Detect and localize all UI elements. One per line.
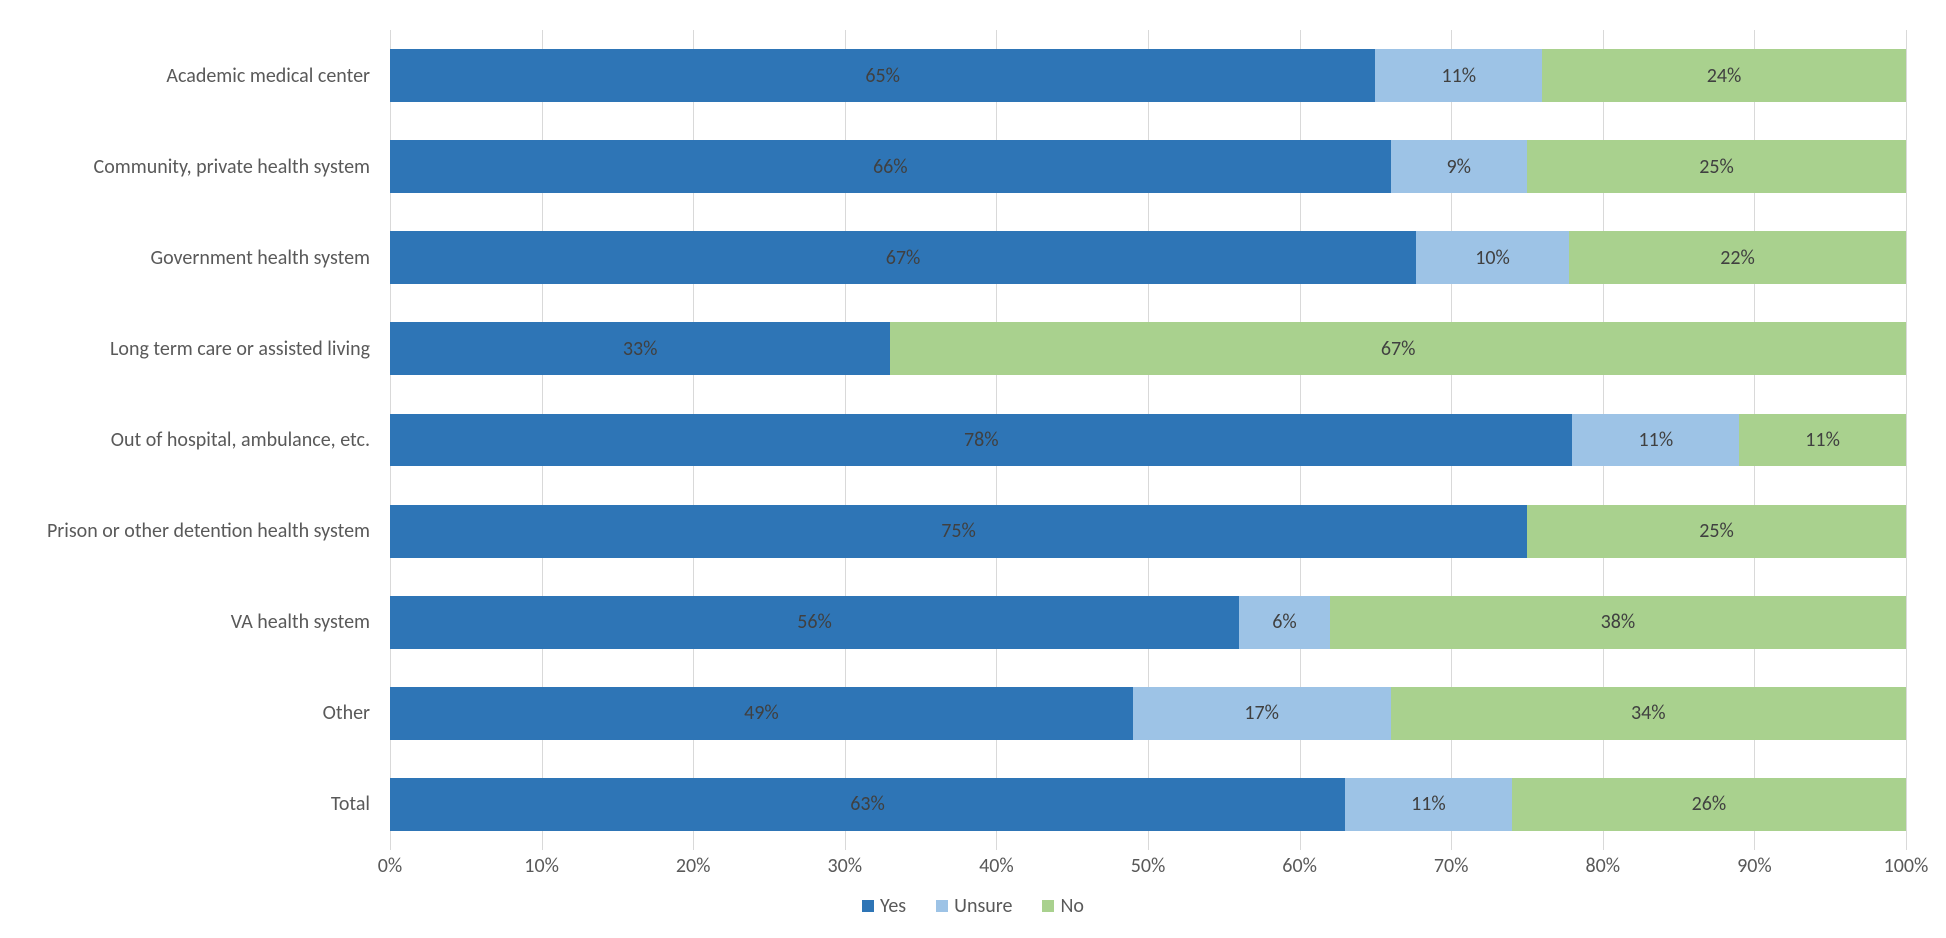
category-label: Total (20, 759, 380, 850)
bar-segment: 10% (1416, 231, 1569, 284)
x-tick-label: 90% (1737, 854, 1772, 878)
legend-item: Unsure (936, 894, 1012, 918)
bar-segment: 38% (1330, 596, 1906, 649)
bar-segment-label: 25% (1699, 155, 1734, 179)
category-label: Out of hospital, ambulance, etc. (20, 394, 380, 485)
bar-segment: 65% (390, 49, 1375, 102)
bar-row: 66% 9% 25% (390, 140, 1906, 193)
bar-segment: 75% (390, 505, 1527, 558)
legend-swatch (862, 900, 874, 912)
chart-container: 65%11%24%66%9%25%67%10%22%33%0%67%78%11%… (20, 20, 1926, 918)
x-tick-label: 70% (1434, 854, 1469, 878)
bar-segment: 78% (390, 414, 1572, 467)
bar-segment-label: 63% (850, 792, 885, 816)
x-tick-label: 100% (1884, 854, 1929, 878)
bar-segment-label: 38% (1601, 610, 1636, 634)
category-labels: Academic medical centerCommunity, privat… (20, 30, 380, 850)
bar-segment-label: 11% (1441, 64, 1476, 88)
bar-segment-label: 33% (623, 337, 658, 361)
bar-segment-label: 9% (1447, 155, 1471, 179)
category-label: Community, private health system (20, 121, 380, 212)
bar-segment: 33% (390, 322, 890, 375)
bar-segment: 34% (1391, 687, 1906, 740)
bar-segment-label: 49% (744, 701, 779, 725)
x-tick-label: 30% (828, 854, 863, 878)
legend-label: Unsure (954, 894, 1012, 918)
bar-segment-label: 25% (1699, 519, 1734, 543)
bar-segment-label: 24% (1707, 64, 1742, 88)
bar-segment: 9% (1391, 140, 1527, 193)
bar-segment-label: 67% (886, 246, 921, 270)
bar-segment-label: 11% (1411, 792, 1446, 816)
bar-segment-label: 66% (873, 155, 908, 179)
x-tick-label: 10% (524, 854, 559, 878)
bar-segment: 67% (390, 231, 1416, 284)
bar-row: 78% 11% 11% (390, 414, 1906, 467)
bar-row: 75%0%25% (390, 505, 1906, 558)
bar-row: 63% 11% 26% (390, 778, 1906, 831)
category-label: Prison or other detention health system (20, 486, 380, 577)
legend-label: No (1060, 894, 1083, 918)
category-label: Long term care or assisted living (20, 303, 380, 394)
bar-row: 33%0%67% (390, 322, 1906, 375)
x-tick-label: 0% (378, 854, 402, 878)
x-tick-label: 80% (1586, 854, 1621, 878)
bar-segment: 25% (1527, 505, 1906, 558)
legend-item: No (1042, 894, 1083, 918)
bar-segment: 56% (390, 596, 1239, 649)
bar-segment-label: 17% (1244, 701, 1279, 725)
bar-segment-label: 10% (1475, 246, 1510, 270)
x-axis-ticks: 0%10%20%30%40%50%60%70%80%90%100% (390, 854, 1906, 884)
bar-segment: 11% (1739, 414, 1906, 467)
bar-segment: 25% (1527, 140, 1906, 193)
category-label: VA health system (20, 577, 380, 668)
bar-segment-label: 67% (1381, 337, 1416, 361)
bar-row: 67% 10% 22% (390, 231, 1906, 284)
bar-row: 49% 17% 34% (390, 687, 1906, 740)
x-tick-label: 20% (676, 854, 711, 878)
bar-row: 65% 11% 24% (390, 49, 1906, 102)
x-tick-label: 50% (1131, 854, 1166, 878)
bar-segment: 22% (1569, 231, 1906, 284)
plot-area: 65% 11% 24% 66% 9% 25% 67% 10% 22% 33%0%67% 78% 11%… (390, 30, 1906, 850)
bar-segment-label: 11% (1639, 428, 1674, 452)
bar-segment-label: 78% (964, 428, 999, 452)
bar-segment: 67% (890, 322, 1906, 375)
gridline (1906, 30, 1907, 850)
x-tick-label: 60% (1282, 854, 1317, 878)
bar-segment-label: 56% (797, 610, 832, 634)
bar-segment-label: 22% (1720, 246, 1755, 270)
category-label: Other (20, 668, 380, 759)
category-label: Government health system (20, 212, 380, 303)
bar-segment-label: 6% (1272, 610, 1296, 634)
bar-segment-label: 26% (1692, 792, 1727, 816)
legend-item: Yes (862, 894, 906, 918)
bar-segment-label: 34% (1631, 701, 1666, 725)
bar-segment-label: 11% (1805, 428, 1840, 452)
bar-segment: 6% (1239, 596, 1330, 649)
bar-segment: 11% (1572, 414, 1739, 467)
bar-segment: 17% (1133, 687, 1391, 740)
legend-swatch (936, 900, 948, 912)
bar-segment: 49% (390, 687, 1133, 740)
bar-row: 56% 6% 38% (390, 596, 1906, 649)
bar-segment: 26% (1512, 778, 1906, 831)
bar-segment: 11% (1375, 49, 1542, 102)
bar-segment-label: 75% (941, 519, 976, 543)
bar-segment: 66% (390, 140, 1391, 193)
legend-label: Yes (880, 894, 906, 918)
x-tick-label: 40% (979, 854, 1014, 878)
legend-swatch (1042, 900, 1054, 912)
bar-segment: 11% (1345, 778, 1512, 831)
legend: Yes Unsure No (20, 894, 1926, 918)
category-label: Academic medical center (20, 30, 380, 121)
bar-segment: 63% (390, 778, 1345, 831)
bar-segment-label: 65% (865, 64, 900, 88)
bars: 65% 11% 24% 66% 9% 25% 67% 10% 22% 33%0%67% 78% 11%… (390, 30, 1906, 850)
bar-segment: 24% (1542, 49, 1906, 102)
